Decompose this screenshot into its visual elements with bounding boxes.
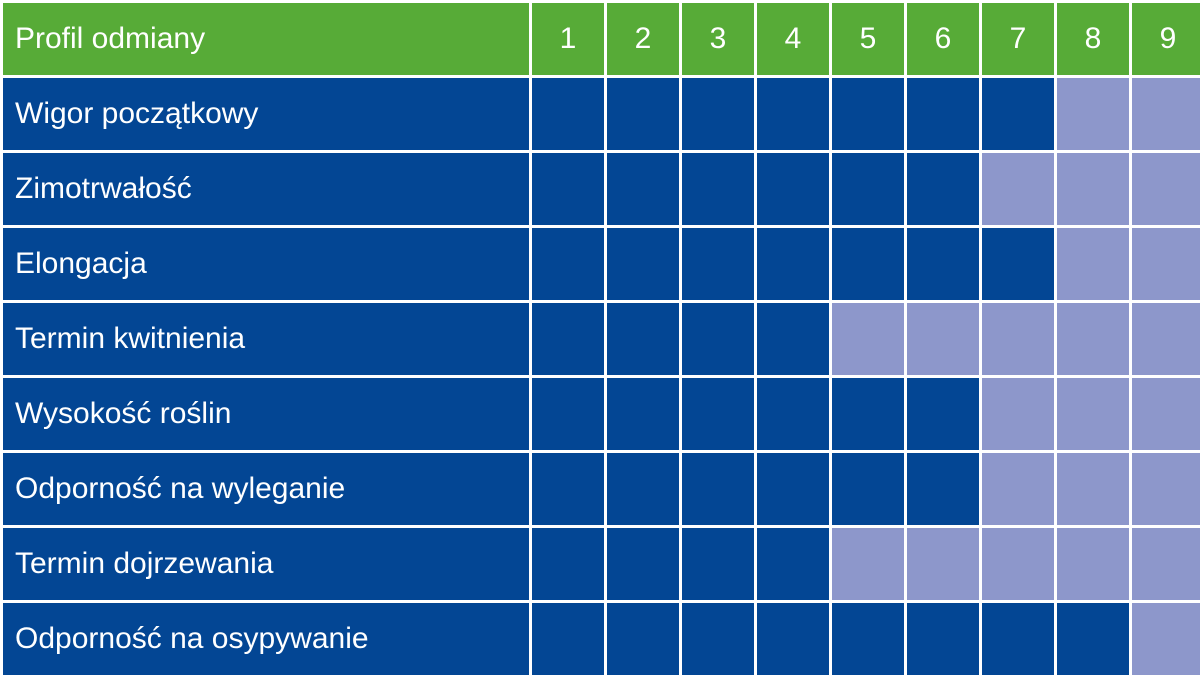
empty-cell-r6-c7 [982, 453, 1054, 525]
filled-cell-r7-c1 [532, 528, 604, 600]
row-label: Termin kwitnienia [3, 303, 529, 375]
scale-header-5: 5 [832, 3, 904, 75]
filled-cell-r7-c2 [607, 528, 679, 600]
filled-cell-r2-c4 [757, 153, 829, 225]
empty-cell-r3-c9 [1132, 228, 1200, 300]
scale-header-9: 9 [1132, 3, 1200, 75]
filled-cell-r1-c2 [607, 78, 679, 150]
empty-cell-r7-c9 [1132, 528, 1200, 600]
filled-cell-r3-c1 [532, 228, 604, 300]
empty-cell-r7-c8 [1057, 528, 1129, 600]
filled-cell-r5-c3 [682, 378, 754, 450]
empty-cell-r2-c7 [982, 153, 1054, 225]
filled-cell-r2-c2 [607, 153, 679, 225]
empty-cell-r1-c8 [1057, 78, 1129, 150]
scale-header-2: 2 [607, 3, 679, 75]
filled-cell-r4-c2 [607, 303, 679, 375]
filled-cell-r8-c3 [682, 603, 754, 675]
filled-cell-r1-c4 [757, 78, 829, 150]
empty-cell-r8-c9 [1132, 603, 1200, 675]
empty-cell-r2-c9 [1132, 153, 1200, 225]
filled-cell-r6-c3 [682, 453, 754, 525]
empty-cell-r4-c9 [1132, 303, 1200, 375]
scale-header-6: 6 [907, 3, 979, 75]
empty-cell-r5-c8 [1057, 378, 1129, 450]
empty-cell-r4-c6 [907, 303, 979, 375]
scale-header-8: 8 [1057, 3, 1129, 75]
row-label: Wysokość roślin [3, 378, 529, 450]
empty-cell-r5-c9 [1132, 378, 1200, 450]
filled-cell-r1-c1 [532, 78, 604, 150]
filled-cell-r7-c4 [757, 528, 829, 600]
filled-cell-r6-c6 [907, 453, 979, 525]
filled-cell-r5-c2 [607, 378, 679, 450]
filled-cell-r1-c5 [832, 78, 904, 150]
filled-cell-r3-c3 [682, 228, 754, 300]
empty-cell-r4-c5 [832, 303, 904, 375]
filled-cell-r8-c2 [607, 603, 679, 675]
filled-cell-r6-c1 [532, 453, 604, 525]
empty-cell-r6-c8 [1057, 453, 1129, 525]
filled-cell-r8-c6 [907, 603, 979, 675]
empty-cell-r2-c8 [1057, 153, 1129, 225]
filled-cell-r3-c6 [907, 228, 979, 300]
filled-cell-r1-c7 [982, 78, 1054, 150]
filled-cell-r4-c3 [682, 303, 754, 375]
scale-header-7: 7 [982, 3, 1054, 75]
row-label: Termin dojrzewania [3, 528, 529, 600]
row-label: Elongacja [3, 228, 529, 300]
empty-cell-r1-c9 [1132, 78, 1200, 150]
row-label: Odporność na osypywanie [3, 603, 529, 675]
filled-cell-r1-c6 [907, 78, 979, 150]
row-label: Odporność na wyleganie [3, 453, 529, 525]
filled-cell-r2-c5 [832, 153, 904, 225]
filled-cell-r8-c8 [1057, 603, 1129, 675]
filled-cell-r3-c5 [832, 228, 904, 300]
filled-cell-r8-c1 [532, 603, 604, 675]
profile-header: Profil odmiany [3, 3, 529, 75]
row-label: Zimotrwałość [3, 153, 529, 225]
empty-cell-r5-c7 [982, 378, 1054, 450]
filled-cell-r1-c3 [682, 78, 754, 150]
scale-header-4: 4 [757, 3, 829, 75]
filled-cell-r4-c4 [757, 303, 829, 375]
filled-cell-r6-c2 [607, 453, 679, 525]
filled-cell-r2-c1 [532, 153, 604, 225]
filled-cell-r3-c2 [607, 228, 679, 300]
filled-cell-r5-c5 [832, 378, 904, 450]
empty-cell-r7-c7 [982, 528, 1054, 600]
filled-cell-r5-c4 [757, 378, 829, 450]
filled-cell-r7-c3 [682, 528, 754, 600]
filled-cell-r5-c6 [907, 378, 979, 450]
filled-cell-r8-c5 [832, 603, 904, 675]
empty-cell-r7-c6 [907, 528, 979, 600]
filled-cell-r6-c5 [832, 453, 904, 525]
filled-cell-r2-c3 [682, 153, 754, 225]
empty-cell-r3-c8 [1057, 228, 1129, 300]
filled-cell-r8-c4 [757, 603, 829, 675]
filled-cell-r3-c4 [757, 228, 829, 300]
empty-cell-r7-c5 [832, 528, 904, 600]
filled-cell-r3-c7 [982, 228, 1054, 300]
filled-cell-r8-c7 [982, 603, 1054, 675]
empty-cell-r6-c9 [1132, 453, 1200, 525]
scale-header-1: 1 [532, 3, 604, 75]
filled-cell-r2-c6 [907, 153, 979, 225]
scale-header-3: 3 [682, 3, 754, 75]
filled-cell-r4-c1 [532, 303, 604, 375]
filled-cell-r6-c4 [757, 453, 829, 525]
row-label: Wigor początkowy [3, 78, 529, 150]
empty-cell-r4-c7 [982, 303, 1054, 375]
filled-cell-r5-c1 [532, 378, 604, 450]
empty-cell-r4-c8 [1057, 303, 1129, 375]
